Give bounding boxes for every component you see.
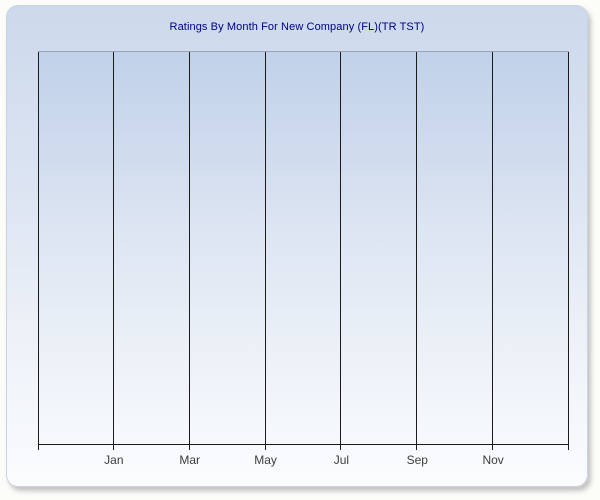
vertical-gridline (492, 52, 494, 444)
chart-title: Ratings By Month For New Company (FL)(TR… (169, 21, 425, 33)
vertical-gridline (568, 52, 569, 444)
x-axis-label: Jan (104, 453, 124, 467)
vertical-gridline (264, 52, 266, 444)
x-axis-tick (416, 444, 418, 450)
x-axis-label: May (254, 453, 277, 467)
x-axis-tick (568, 444, 569, 450)
plot-area (38, 51, 569, 450)
vertical-gridline (112, 52, 114, 444)
vertical-gridline (188, 52, 190, 444)
x-axis-label: Jul (333, 453, 350, 467)
x-axis-tick (112, 444, 114, 450)
x-axis-tick (264, 444, 266, 450)
vertical-gridline (340, 52, 342, 444)
x-axis-tick (340, 444, 342, 450)
x-axis-label: Sep (406, 453, 428, 467)
x-axis: Jan Mar May Jul Sep Nov (38, 453, 569, 469)
vertical-gridline (416, 52, 418, 444)
chart-panel: Ratings By Month For New Company (FL)(TR… (6, 5, 588, 487)
x-axis-tick (38, 444, 39, 450)
x-axis-tick (492, 444, 494, 450)
x-axis-tick (188, 444, 190, 450)
vertical-gridline (38, 52, 39, 444)
x-axis-label: Nov (482, 453, 504, 467)
x-axis-label: Mar (179, 453, 201, 467)
